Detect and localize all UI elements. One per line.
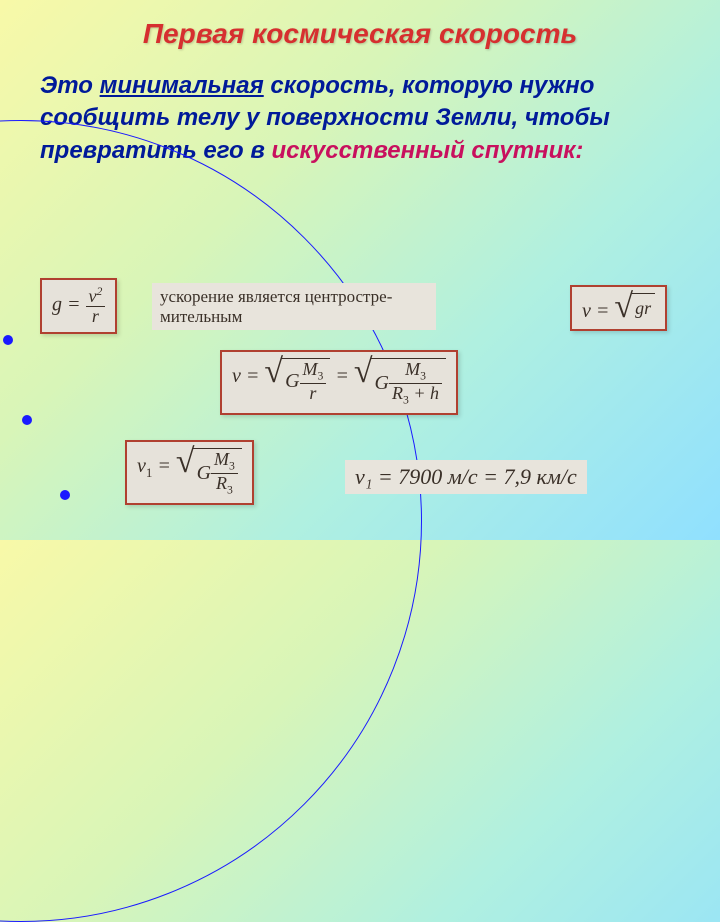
v1-Msub: 3 bbox=[229, 460, 235, 473]
g-num: v bbox=[89, 286, 97, 306]
vf-R: R bbox=[392, 383, 403, 403]
note-line2: мительным bbox=[160, 307, 428, 327]
vf-Rsub: 3 bbox=[403, 393, 409, 406]
formula-v1: v1 = √ G M3 R3 bbox=[125, 440, 254, 505]
g-sup: 2 bbox=[97, 285, 103, 298]
def-pre: Это bbox=[40, 72, 100, 99]
orbit-dot bbox=[22, 415, 32, 425]
vf-M2sub: 3 bbox=[420, 370, 426, 383]
v1-value: v₁ = 7900 м/с = 7,9 км/с bbox=[355, 464, 577, 489]
def-underlined: минимальная bbox=[100, 72, 264, 99]
slide-title: Первая космическая скорость bbox=[0, 0, 720, 50]
v1-M: M bbox=[214, 449, 229, 469]
vgr-lhs: v bbox=[582, 300, 591, 322]
def-accent: искусственный спутник bbox=[271, 137, 575, 164]
orbit-arc bbox=[0, 120, 422, 922]
vf-G2: G bbox=[375, 372, 389, 395]
vf-M: M bbox=[303, 359, 318, 379]
vf-M2: M bbox=[405, 359, 420, 379]
v1-lhs: v bbox=[137, 455, 146, 477]
orbit-dot bbox=[3, 335, 13, 345]
formula-g: g = v2 r bbox=[40, 278, 117, 334]
orbit-dot bbox=[60, 490, 70, 500]
vf-Msub: 3 bbox=[318, 370, 324, 383]
v1-lsub: 1 bbox=[146, 465, 153, 480]
formula-v-gr: v = √gr bbox=[570, 285, 667, 331]
vf-G: G bbox=[285, 370, 299, 393]
vf-lhs: v bbox=[232, 365, 241, 387]
note-line1: ускорение является центростре- bbox=[160, 287, 428, 307]
g-den: r bbox=[86, 307, 106, 326]
v1-R: R bbox=[216, 473, 227, 493]
g-lhs: g bbox=[52, 293, 62, 315]
vgr-body: gr bbox=[635, 298, 651, 319]
vf-plus: + h bbox=[413, 383, 439, 403]
centripetal-note: ускорение является центростре- мительным bbox=[152, 283, 436, 330]
formula-v-full: v = √ G M3 r = √ G M3 R3 + h bbox=[220, 350, 458, 415]
vf-den: r bbox=[300, 384, 327, 403]
def-tail: : bbox=[575, 137, 583, 164]
formula-v1-value: v₁ = 7900 м/с = 7,9 км/с bbox=[345, 460, 587, 494]
v1-G: G bbox=[197, 462, 211, 485]
v1-Rsub: 3 bbox=[227, 483, 233, 496]
